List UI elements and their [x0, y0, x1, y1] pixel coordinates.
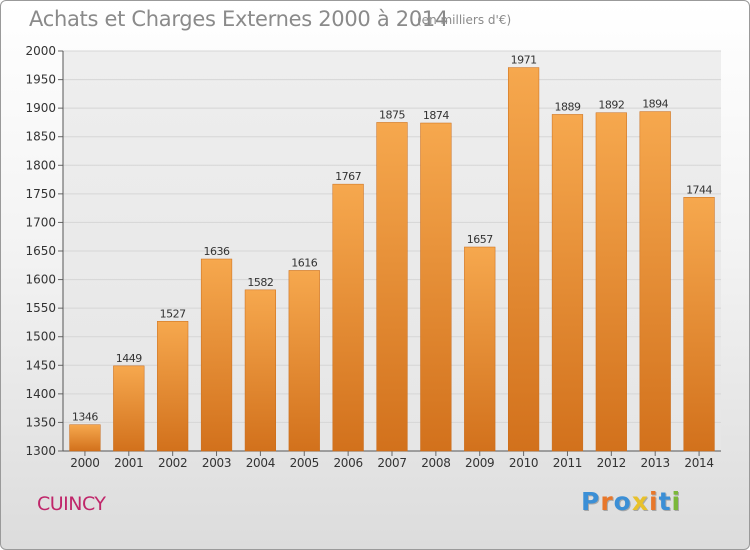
bar-2005[interactable]	[288, 270, 320, 452]
data-label-2013: 1894	[642, 98, 668, 111]
data-label-2014: 1744	[686, 183, 712, 196]
bar-2013[interactable]	[639, 111, 671, 452]
y-tick-label: 1500	[25, 330, 56, 344]
data-label-2011: 1889	[554, 100, 580, 113]
y-tick-label: 1450	[25, 358, 56, 372]
bar-2004[interactable]	[244, 289, 277, 452]
x-tick-label: 2008	[421, 456, 450, 470]
data-label-2004: 1582	[247, 276, 273, 289]
data-label-2012: 1892	[598, 99, 624, 112]
y-tick-label: 1300	[25, 444, 56, 458]
logo-letter: o	[613, 487, 632, 516]
logo-letter: r	[600, 487, 614, 516]
bar-2009[interactable]	[464, 246, 496, 452]
data-label-2005: 1616	[291, 256, 317, 269]
y-tick-label: 1600	[25, 273, 56, 287]
data-label-2009: 1657	[467, 233, 493, 246]
x-tick-label: 2003	[202, 456, 231, 470]
chart-title: Achats et Charges Externes 2000 à 2014	[29, 7, 449, 31]
bar-2007[interactable]	[376, 122, 408, 452]
x-tick-label: 2009	[465, 456, 494, 470]
x-tick-label: 2007	[377, 456, 406, 470]
bar-2006[interactable]	[332, 183, 364, 452]
y-tick-label: 1650	[25, 244, 56, 258]
y-tick-label: 1350	[25, 415, 56, 429]
x-tick-label: 2002	[158, 456, 187, 470]
bar-2003[interactable]	[200, 258, 233, 452]
data-label-2002: 1527	[160, 307, 186, 320]
data-label-2007: 1875	[379, 108, 405, 121]
y-tick-label: 1550	[25, 301, 56, 315]
logo-letter: P	[581, 487, 601, 516]
logo-letter: i	[671, 487, 682, 516]
proxiti-logo[interactable]: Proxiti	[581, 487, 681, 516]
bar-2002[interactable]	[157, 321, 189, 452]
bar-2011[interactable]	[551, 114, 584, 452]
data-label-2006: 1767	[335, 170, 361, 183]
y-tick-label: 1800	[25, 158, 56, 172]
chart-subtitle: (en milliers d'€)	[417, 13, 512, 27]
x-tick-label: 2013	[641, 456, 670, 470]
y-tick-label: 2000	[25, 44, 56, 58]
bar-2008[interactable]	[420, 122, 452, 452]
y-tick-label: 1900	[25, 101, 56, 115]
x-tick-label: 2000	[70, 456, 99, 470]
bar-2014[interactable]	[683, 197, 715, 452]
bar-2001[interactable]	[113, 365, 145, 452]
y-tick-label: 1850	[25, 130, 56, 144]
data-label-2003: 1636	[204, 245, 230, 258]
x-tick-label: 2010	[509, 456, 538, 470]
y-tick-label: 1950	[25, 73, 56, 87]
data-label-2010: 1971	[511, 54, 537, 67]
x-tick-label: 2005	[290, 456, 319, 470]
x-tick-label: 2001	[114, 456, 143, 470]
y-tick-label: 1750	[25, 187, 56, 201]
x-tick-label: 2006	[333, 456, 362, 470]
logo-letter: x	[631, 487, 649, 516]
logo-letter: t	[658, 487, 672, 516]
x-tick-label: 2011	[553, 456, 582, 470]
x-tick-label: 2014	[684, 456, 713, 470]
data-label-2008: 1874	[423, 109, 449, 122]
logo-letter: i	[649, 487, 659, 516]
x-tick-label: 2004	[246, 456, 275, 470]
y-tick-label: 1400	[25, 387, 56, 401]
data-labels: 1346 1449 1527 1636 1582 1616 1767 1875 1874 1657…	[72, 54, 713, 424]
bar-2000[interactable]	[69, 424, 101, 452]
bar-2010[interactable]	[507, 67, 540, 452]
town-name: CUINCY	[37, 493, 106, 515]
x-tick-label: 2012	[597, 456, 626, 470]
data-label-2000: 1346	[72, 411, 98, 424]
bar-2012[interactable]	[595, 112, 627, 452]
bars	[69, 67, 715, 452]
y-tick-label: 1700	[25, 215, 56, 229]
data-label-2001: 1449	[116, 352, 142, 365]
